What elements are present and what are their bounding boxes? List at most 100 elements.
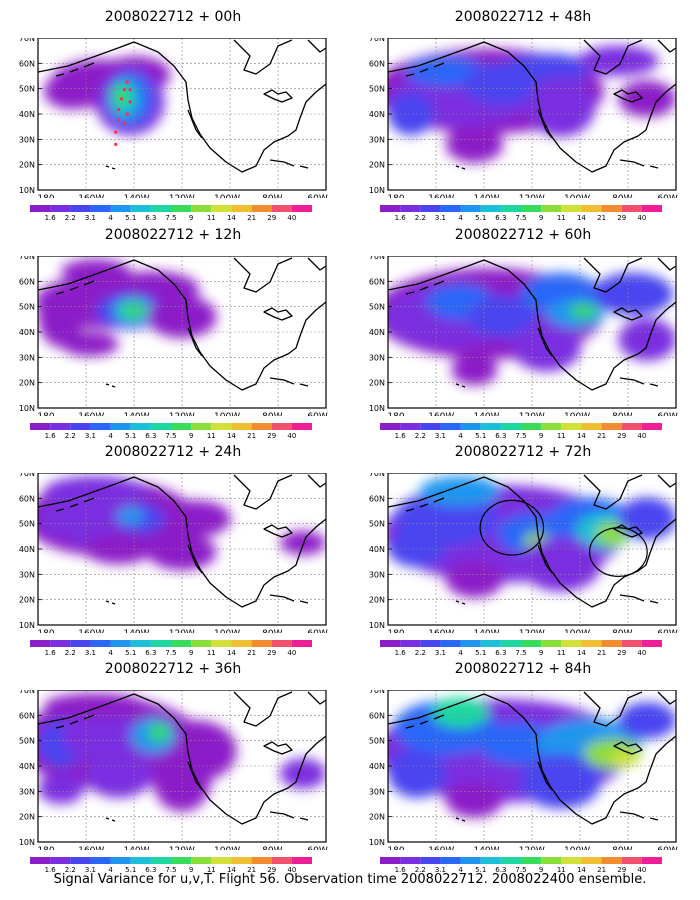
- colorbar-swatch: [171, 205, 192, 212]
- colorbar-swatch: [150, 205, 171, 212]
- colorbar-label: 3.1: [435, 214, 446, 221]
- colorbar-swatch: [641, 640, 662, 647]
- colorbar-label: 7.5: [165, 432, 176, 439]
- colorbar-label: 5.1: [475, 432, 486, 439]
- panel-12h: 2008022712 + 12h 70N 60N 50N 40N 30N 20N 10N18…: [14, 226, 332, 441]
- colorbar-label: 29: [617, 432, 626, 439]
- track-point: [114, 142, 118, 146]
- colorbar-swatch: [420, 423, 441, 430]
- colorbar-swatch: [70, 857, 91, 864]
- panel-48h: 2008022712 + 48h 70N 60N 50N 40N 30N 20N 10N18…: [364, 8, 682, 223]
- colorbar-swatch: [440, 205, 461, 212]
- lon-label: 80W: [612, 412, 632, 416]
- colorbar-label: 2.2: [65, 214, 76, 221]
- colorbar-swatch: [150, 640, 171, 647]
- panel-title: 2008022712 + 24h: [104, 444, 242, 460]
- lat-label: 10N: [369, 404, 385, 413]
- lat-label: 30N: [369, 135, 385, 144]
- lon-label: 60W: [657, 412, 677, 416]
- panel-title: 2008022712 + 48h: [454, 9, 592, 25]
- colorbar-label: 11: [557, 214, 566, 221]
- colorbar-label: 3.1: [435, 866, 446, 873]
- lon-label: 160W: [78, 194, 104, 198]
- track-point: [117, 107, 121, 112]
- lon-label: 180: [387, 629, 404, 633]
- colorbar-label: 29: [267, 214, 276, 221]
- colorbar-swatch: [400, 423, 421, 430]
- lon-label: 80W: [612, 194, 632, 198]
- variance-region: [578, 45, 659, 76]
- variance-region: [592, 272, 674, 316]
- colorbar-swatch: [641, 205, 662, 212]
- colorbar-label: 9: [189, 649, 193, 656]
- lon-label: 140W: [473, 629, 499, 633]
- lon-label: 160W: [428, 194, 454, 198]
- colorbar-swatch: [110, 423, 131, 430]
- map-00h: 70N 60N 50N 40N 30N 20N 10N180 160W 140W 120W 100W…: [19, 38, 328, 198]
- lon-label: 60W: [657, 629, 677, 633]
- colorbar-swatch: [500, 423, 521, 430]
- colorbar-label: 4: [108, 649, 113, 656]
- colorbar-swatch: [500, 640, 521, 647]
- panel-title: 2008022712 + 00h: [104, 9, 242, 25]
- colorbar-label: 4: [458, 214, 463, 221]
- colorbar-label: 7.5: [515, 649, 526, 656]
- track-point: [119, 97, 124, 101]
- variance-region: [445, 561, 504, 598]
- panel-36h: 2008022712 + 36h 70N 60N 50N 40N 30N 20N 10N18…: [14, 660, 332, 875]
- colorbar-swatch: [171, 857, 192, 864]
- variance-region: [61, 259, 131, 284]
- lon-label: 180: [387, 846, 404, 850]
- colorbar-swatch: [231, 857, 252, 864]
- colorbar-swatch: [561, 423, 582, 430]
- colorbar-swatch: [380, 423, 401, 430]
- track-point: [125, 80, 129, 84]
- colorbar-label: 14: [227, 649, 236, 656]
- colorbar-swatch: [191, 857, 212, 864]
- lat-label: 70N: [19, 473, 35, 478]
- colorbar-label: 7.5: [165, 649, 176, 656]
- colorbar-label: 14: [577, 432, 586, 439]
- lat-label: 30N: [19, 135, 35, 144]
- colorbar: 1.6 2.2 3.1 4 5.1 6.3 7.5 9 11 14 21 29 40: [380, 857, 662, 873]
- colorbar: 1.6 2.2 3.1 4 5.1 6.3 7.5 9 11 14 21 29 40: [380, 205, 662, 221]
- lat-label: 40N: [19, 110, 35, 119]
- colorbar-swatch: [291, 205, 312, 212]
- lat-label: 20N: [369, 379, 385, 388]
- colorbar-swatch: [211, 423, 232, 430]
- colorbar-label: 40: [287, 214, 296, 221]
- lon-label: 140W: [473, 194, 499, 198]
- highlight-circle: [588, 527, 648, 577]
- colorbar-swatch: [460, 423, 481, 430]
- colorbar-label: 11: [207, 649, 216, 656]
- variance-region: [161, 500, 231, 537]
- lat-label: 20N: [369, 161, 385, 170]
- colorbar-swatch: [480, 423, 501, 430]
- lat-label: 50N: [369, 737, 385, 746]
- colorbar-label: 3.1: [85, 432, 96, 439]
- colorbar-label: 1.6: [45, 866, 57, 873]
- panel-84h: 2008022712 + 84h 70N 60N 50N 40N 30N 20N 10N18…: [364, 660, 682, 875]
- colorbar-label: 6.3: [145, 649, 156, 656]
- colorbar-swatch: [30, 205, 51, 212]
- colorbar-label: 7.5: [165, 214, 176, 221]
- colorbar-swatch: [581, 423, 602, 430]
- colorbar-swatch: [440, 640, 461, 647]
- panel-title: 2008022712 + 60h: [454, 227, 592, 243]
- colorbar-swatch: [420, 640, 441, 647]
- colorbar-label: 4: [458, 866, 463, 873]
- lat-label: 50N: [369, 520, 385, 529]
- colorbar-swatch: [500, 205, 521, 212]
- colorbar-swatch: [380, 857, 401, 864]
- panel-title: 2008022712 + 72h: [454, 444, 592, 460]
- grid-lines: [388, 38, 676, 190]
- colorbar-swatch: [70, 205, 91, 212]
- grid-lines: [38, 38, 326, 190]
- lon-label: 180: [387, 194, 404, 198]
- colorbar: 1.6 2.2 3.1 4 5.1 6.3 7.5 9 11 14 21 29 40: [30, 640, 312, 656]
- colorbar-label: 9: [189, 866, 193, 873]
- colorbar-label: 9: [539, 214, 543, 221]
- lon-label: 120W: [169, 412, 195, 416]
- panel-72h: 2008022712 + 72h 70N 60N 50N 40N 30N 20N 10N18…: [364, 443, 682, 658]
- lon-label: 180: [37, 846, 54, 850]
